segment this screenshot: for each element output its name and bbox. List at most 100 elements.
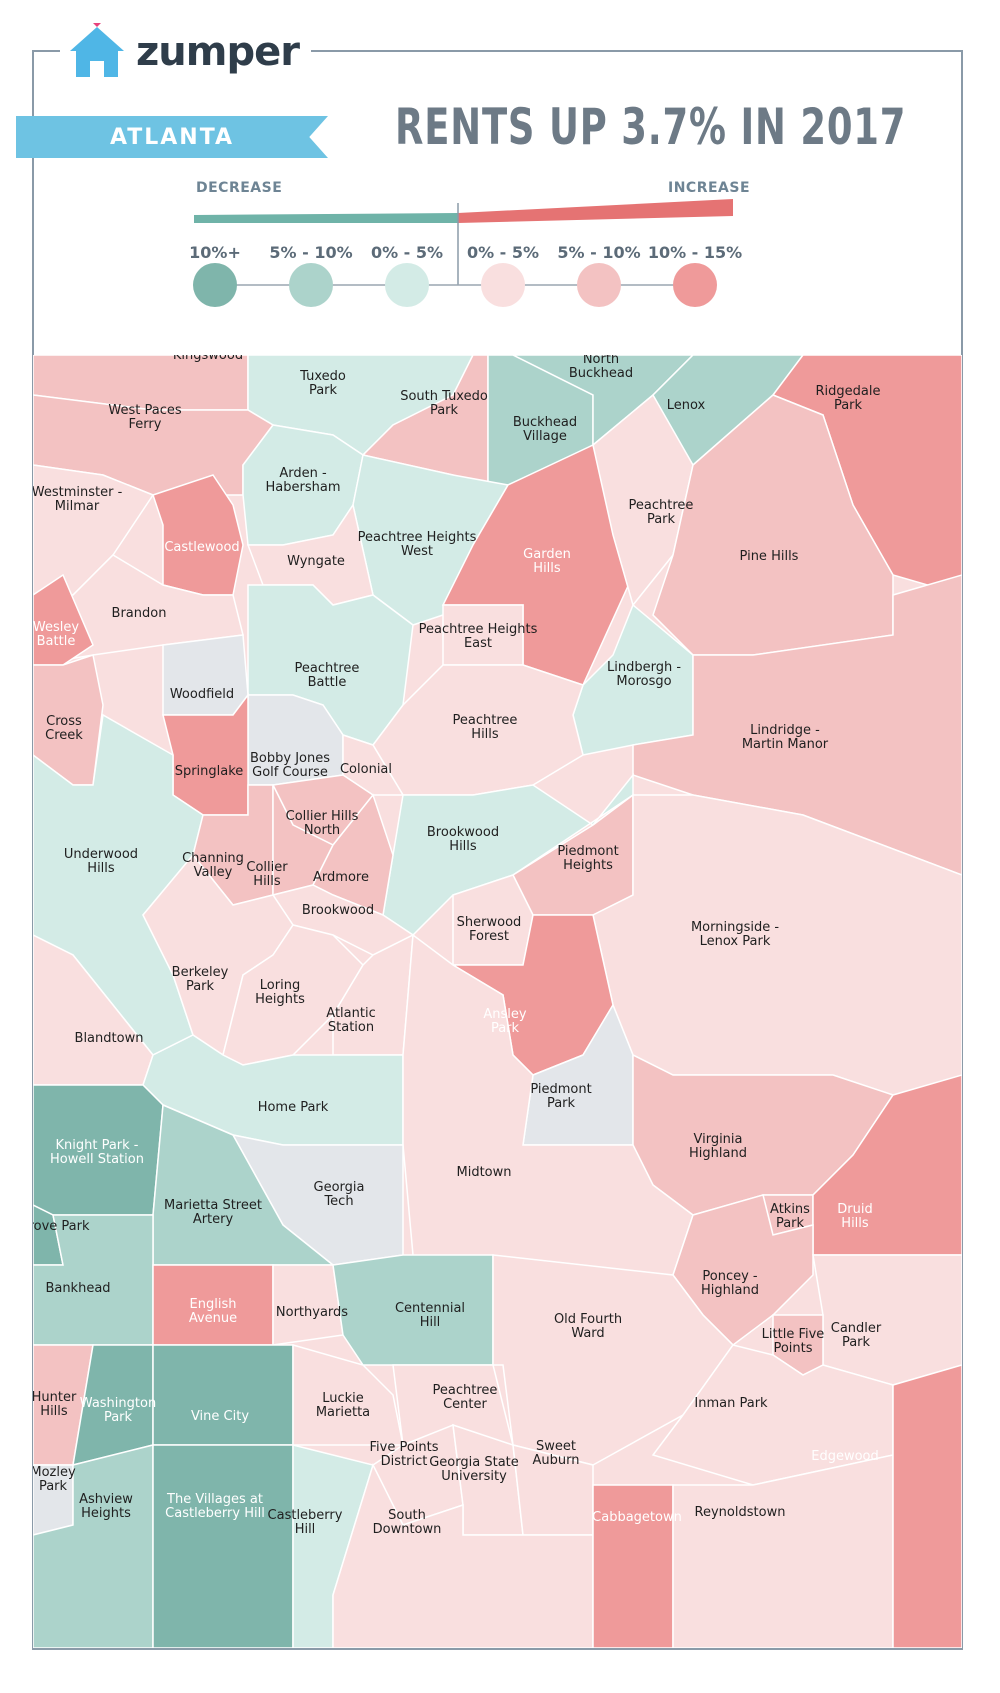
legend-dot — [481, 263, 525, 307]
label-wesley-battle: Wesley Battle — [33, 620, 79, 649]
label-poncey-highland: Poncey -Highland — [701, 1269, 759, 1298]
label-sherwood-forest: Sherwood Forest — [457, 915, 522, 944]
label-west-paces-ferry: West Paces Ferry — [108, 403, 181, 432]
region-edgewood — [892, 1364, 962, 1648]
label-lenox: Lenox — [667, 398, 706, 413]
label-cabbagetown: Cabbagetown — [592, 1510, 682, 1525]
legend-bin-label: 0% - 5% — [370, 243, 444, 262]
label-sweet-auburn: Sweet Auburn — [533, 1439, 580, 1468]
label-old-fourth-ward: Old Fourth Ward — [554, 1312, 622, 1341]
label-peachtree-hills: Peachtree Hills — [453, 713, 518, 742]
label-woodfield: Woodfield — [170, 687, 234, 702]
label-grove-park: Grove Park — [33, 1219, 90, 1234]
label-pine-hills: Pine Hills — [740, 549, 799, 564]
label-inman-park: Inman Park — [694, 1396, 768, 1411]
label-lindbergh-morosgo: Lindbergh -Morosgo — [607, 660, 681, 689]
legend-dot — [673, 263, 717, 307]
label-collier-hills-north: Collier Hills North — [286, 809, 359, 838]
city-banner: ATLANTA — [16, 116, 328, 158]
label-cross-creek: Cross Creek — [45, 714, 83, 743]
label-piedmont-park: Piedmont Park — [530, 1082, 591, 1111]
label-little-five-points: Little Five Points — [762, 1327, 825, 1356]
label-morningside: Morningside -Lenox Park — [691, 920, 779, 949]
label-north-buckhead: North Buckhead — [569, 355, 633, 381]
legend-dot — [193, 263, 237, 307]
region-old-fourth-ward — [492, 1254, 734, 1466]
label-knight-park: Knight Park -Howell Station — [50, 1138, 144, 1167]
legend-increase-label: INCREASE — [668, 180, 751, 196]
neighborhood-map: Kingswood Tuxedo Park North Buckhead Ridge… — [33, 355, 962, 1648]
label-peachtree-battle: Peachtree Battle — [295, 661, 360, 690]
label-ridgedale-park: Ridgedale Park — [816, 384, 881, 413]
label-bobby-jones: Bobby Jones Golf Course — [250, 751, 330, 780]
label-garden-hills: Garden Hills — [523, 547, 571, 576]
region-south-downtown — [332, 1462, 594, 1648]
headline: RENTS UP 3.7% IN 2017 — [395, 98, 907, 156]
label-kingswood: Kingswood — [173, 355, 243, 363]
legend-bin-label: 5% - 10% — [269, 243, 353, 262]
label-peachtree-park: Peachtree Park — [629, 498, 694, 527]
label-loring-heights: Loring Heights — [255, 978, 305, 1007]
label-berkeley-park: Berkeley Park — [172, 965, 229, 994]
label-underwood-hills: Underwood Hills — [64, 847, 138, 876]
region-luckie-marietta — [292, 1344, 404, 1446]
legend-bin-label: 10% - 15% — [647, 243, 743, 262]
legend-dot — [385, 263, 429, 307]
label-south-downtown: South Downtown — [373, 1508, 442, 1537]
legend-dot — [289, 263, 333, 307]
label-druid-hills: Druid Hills — [837, 1202, 872, 1231]
label-peachtree-center: Peachtree Center — [433, 1383, 498, 1412]
label-atkins-park: Atkins Park — [770, 1202, 810, 1231]
label-centennial-hill: Centennial Hill — [395, 1301, 465, 1330]
label-brandon: Brandon — [112, 606, 167, 621]
legend-bin-label: 10%+ — [189, 243, 241, 262]
label-english-avenue: English Avenue — [189, 1297, 237, 1326]
legend-decrease-label: DECREASE — [196, 180, 283, 196]
label-wyngate: Wyngate — [287, 554, 345, 569]
label-south-tuxedo-park: South Tuxedo Park — [400, 389, 488, 418]
label-brookwood-hills: Brookwood Hills — [427, 825, 499, 854]
legend-bin-label: 0% - 5% — [466, 243, 540, 262]
legend-dot — [577, 263, 621, 307]
region-colonial — [342, 733, 405, 796]
label-castleberry-hill: Castleberry Hill — [268, 1508, 343, 1537]
label-reynoldstown: Reynoldstown — [695, 1505, 786, 1520]
zumper-logo: zumper — [60, 22, 311, 82]
label-midtown: Midtown — [456, 1165, 511, 1180]
label-westminster-milmar: Westminster -Milmar — [33, 485, 123, 514]
label-mozley-park: Mozley Park — [33, 1465, 76, 1494]
house-logo-icon — [70, 23, 124, 77]
label-washington-park: Washington Park — [80, 1396, 156, 1425]
region-candler-park — [812, 1254, 962, 1386]
label-virginia-highland: Virginia Highland — [689, 1132, 747, 1161]
label-springlake: Springlake — [175, 764, 244, 779]
label-channing-valley: Channing Valley — [182, 851, 244, 880]
label-five-points: Five Points District — [369, 1440, 438, 1469]
label-marietta-street: Marietta Street Artery — [164, 1198, 262, 1227]
label-castlewood: Castlewood — [164, 540, 239, 555]
label-luckie-marietta: Luckie Marietta — [316, 1391, 370, 1420]
label-brookwood: Brookwood — [302, 903, 374, 918]
label-villages-castleberry: The Villages at Castleberry Hill — [165, 1492, 265, 1521]
region-villages-castleberry — [152, 1444, 294, 1648]
label-buckhead-village: Buckhead Village — [513, 415, 577, 444]
label-colonial: Colonial — [340, 762, 392, 777]
label-hunter-hills: Hunter Hills — [33, 1390, 77, 1419]
label-tuxedo-park: Tuxedo Park — [299, 369, 346, 398]
label-candler-park: Candler Park — [831, 1321, 882, 1350]
legend-bin-label: 5% - 10% — [557, 243, 641, 262]
label-piedmont-heights: Piedmont Heights — [557, 844, 618, 873]
label-bankhead: Bankhead — [45, 1281, 110, 1296]
region-vine-city — [152, 1344, 294, 1446]
label-arden-habersham: Arden -Habersham — [266, 466, 341, 495]
region-woodfield — [162, 634, 249, 716]
label-lindridge-martin-manor: Lindridge -Martin Manor — [742, 723, 829, 752]
label-atlantic-station: Atlantic Station — [326, 1006, 375, 1035]
brand-name: zumper — [136, 29, 300, 75]
label-edgewood: Edgewood — [811, 1449, 879, 1464]
region-cabbagetown — [592, 1484, 674, 1648]
label-vine-city: Vine City — [191, 1409, 249, 1424]
legend-connectors — [230, 225, 690, 286]
region-wesley-battle — [33, 573, 94, 666]
label-blandtown: Blandtown — [75, 1031, 144, 1046]
